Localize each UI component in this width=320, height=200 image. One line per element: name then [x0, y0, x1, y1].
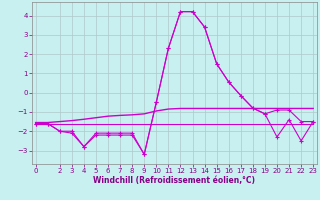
X-axis label: Windchill (Refroidissement éolien,°C): Windchill (Refroidissement éolien,°C) [93, 176, 255, 185]
